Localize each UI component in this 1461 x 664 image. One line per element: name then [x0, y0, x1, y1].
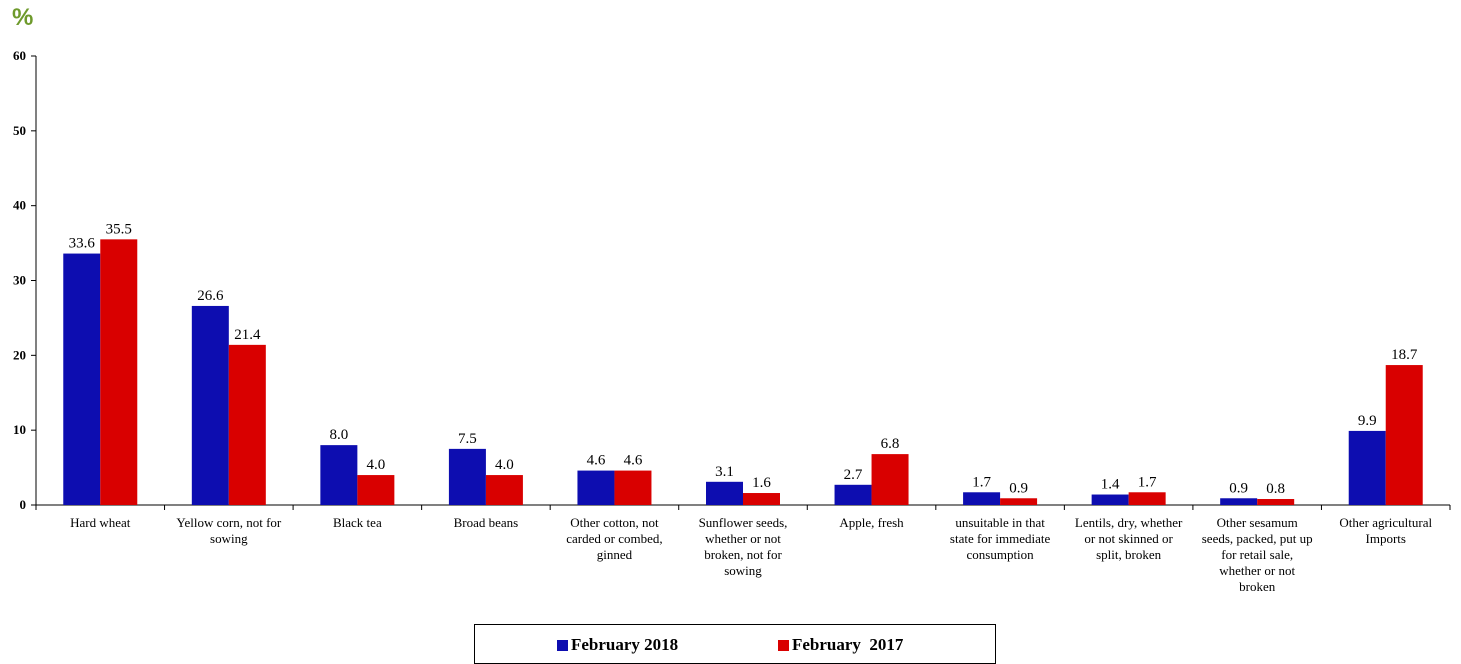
category-label: state for immediate [950, 531, 1051, 546]
category-label: seeds, packed, put up [1202, 531, 1313, 546]
y-tick-label: 60 [13, 48, 26, 63]
bar-2018 [320, 445, 358, 505]
data-label: 4.0 [366, 457, 385, 473]
data-label: 9.9 [1358, 413, 1377, 429]
data-label: 8.0 [329, 427, 348, 443]
bar-2017 [871, 454, 909, 505]
bar-2018 [1091, 494, 1129, 505]
data-label: 4.0 [495, 457, 514, 473]
data-label: 0.8 [1266, 481, 1285, 497]
category-label: consumption [967, 547, 1035, 562]
category-label: Other agricultural [1339, 515, 1432, 530]
data-label: 21.4 [234, 327, 261, 343]
bar-2018 [448, 448, 486, 505]
data-label: 3.1 [715, 464, 734, 480]
category-label: broken, not for [704, 547, 782, 562]
data-label: 6.8 [881, 436, 900, 452]
category-label: or not skinned or [1084, 531, 1173, 546]
bar-2018 [963, 492, 1001, 505]
data-label: 2.7 [844, 467, 863, 483]
category-label: Apple, fresh [839, 515, 904, 530]
data-label: 1.6 [752, 475, 771, 491]
legend: February 2018 February 2017 [474, 624, 996, 664]
y-tick-label: 40 [13, 198, 26, 213]
bar-2017 [1000, 498, 1038, 505]
category-label: broken [1239, 579, 1276, 594]
category-label: Yellow corn, not for [176, 515, 282, 530]
unit-label: % [12, 4, 34, 31]
bar-2017 [1385, 365, 1423, 505]
data-label: 1.7 [972, 474, 991, 490]
category-label: Other cotton, not [570, 515, 659, 530]
data-label: 4.6 [587, 453, 606, 469]
category-label: Black tea [333, 515, 382, 530]
bar-2018 [63, 253, 101, 505]
bar-2017 [357, 475, 395, 505]
data-label: 0.9 [1229, 480, 1248, 496]
y-tick-label: 0 [20, 497, 27, 512]
category-label: sowing [210, 531, 248, 546]
bar-2018 [1348, 430, 1386, 505]
category-label: whether or not [1219, 563, 1295, 578]
category-label: Imports [1366, 531, 1406, 546]
category-label: unsuitable in that [955, 515, 1045, 530]
category-label: sowing [724, 563, 762, 578]
bar-2017 [485, 475, 523, 505]
data-label: 7.5 [458, 431, 477, 447]
bar-2017 [1257, 499, 1295, 505]
category-label: Lentils, dry, whether [1075, 515, 1183, 530]
legend-item-2018: February 2018 [557, 635, 678, 655]
legend-label-2018: February 2018 [571, 635, 679, 654]
category-label: Other sesamum [1217, 515, 1298, 530]
bar-2017 [614, 470, 652, 505]
bar-2018 [577, 470, 615, 505]
data-label: 4.6 [624, 453, 643, 469]
bar-2018 [191, 305, 229, 505]
data-label: 18.7 [1391, 347, 1418, 363]
category-label: split, broken [1096, 547, 1161, 562]
y-tick-label: 50 [13, 123, 26, 138]
y-tick-label: 20 [13, 347, 26, 362]
bar-2018 [834, 484, 872, 505]
data-label: 1.7 [1138, 474, 1157, 490]
data-label: 35.5 [106, 221, 132, 237]
legend-swatch-2017 [778, 639, 789, 651]
category-label: ginned [597, 547, 633, 562]
category-label: carded or combed, [566, 531, 662, 546]
bar-2017 [100, 239, 138, 505]
bar-2017 [228, 344, 266, 505]
data-label: 1.4 [1101, 477, 1120, 493]
bar-2018 [706, 481, 743, 505]
category-label: for retail sale, [1221, 547, 1293, 562]
bar-2018 [1220, 498, 1258, 505]
legend-swatch-2018 [557, 639, 568, 651]
bar-chart: 0 10 20 30 40 50 60 33.6 35.5 Hard wheat 26.6 21.4 Y… [13, 48, 1451, 594]
data-label: 33.6 [69, 236, 96, 252]
bar-2017 [743, 493, 780, 505]
bar-2017 [1128, 492, 1166, 505]
legend-label-2017: February 2017 [792, 635, 904, 654]
data-label: 26.6 [197, 288, 224, 304]
category-label: Sunflower seeds, [699, 515, 788, 530]
y-tick-label: 10 [13, 422, 26, 437]
data-label: 0.9 [1009, 480, 1028, 496]
category-label: Hard wheat [70, 515, 131, 530]
legend-item-2017: February 2017 [778, 635, 903, 655]
category-label: Broad beans [454, 515, 519, 530]
category-label: whether or not [705, 531, 781, 546]
y-tick-label: 30 [13, 273, 26, 288]
